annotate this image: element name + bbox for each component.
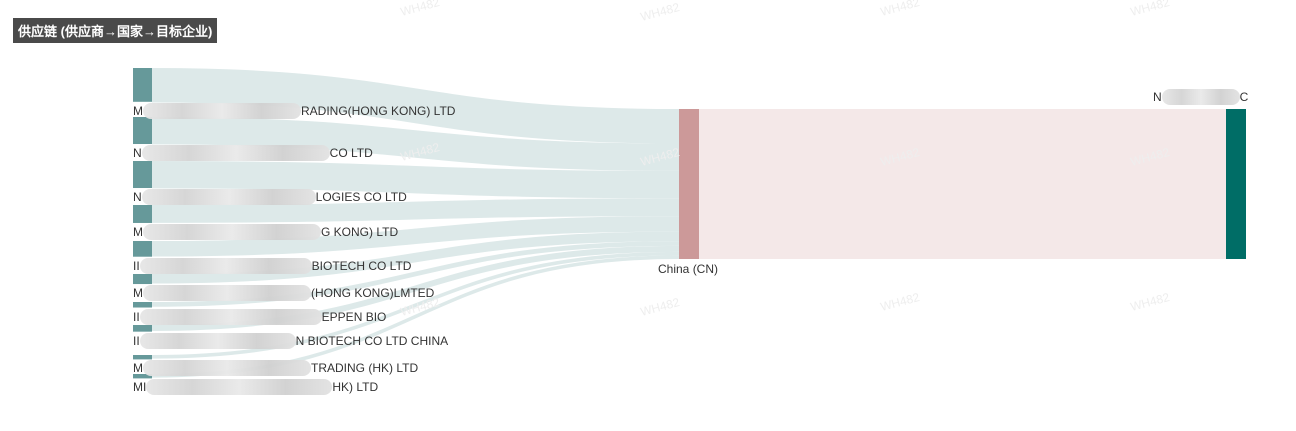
supplier-label-suffix: BIOTECH CO LTD <box>311 258 412 273</box>
supplier-label-prefix: II <box>133 258 140 273</box>
redacted-blur <box>143 223 321 240</box>
sankey-link <box>151 198 680 223</box>
supplier-node <box>133 205 152 223</box>
sankey-link <box>151 231 680 284</box>
supplier-label: II N BIOTECH CO LTD CHINA <box>133 332 449 349</box>
redacted-blur <box>143 360 311 377</box>
supplier-label-prefix: MI <box>133 380 147 395</box>
redacted-blur <box>1161 89 1240 105</box>
redacted-blur <box>141 145 330 161</box>
country-node <box>679 109 699 259</box>
target-label-prefix: N <box>1153 90 1162 104</box>
supplier-label-suffix: LOGIES CO LTD <box>315 190 407 204</box>
supplier-label-suffix: EPPEN BIO <box>321 309 387 324</box>
sankey-link <box>151 241 680 307</box>
supplier-node <box>133 274 152 285</box>
supplier-label-prefix: M <box>133 361 143 376</box>
supplier-label-prefix: II <box>133 333 140 348</box>
redacted-blur <box>143 285 311 302</box>
supplier-node <box>133 68 152 102</box>
sankey-link <box>151 116 680 171</box>
redacted-blur <box>143 102 301 119</box>
supplier-label-prefix: II <box>133 309 140 324</box>
sankey-link <box>699 109 1226 259</box>
target-node <box>1226 109 1246 259</box>
supplier-label-suffix: HK) LTD <box>332 380 379 395</box>
target-label-suffix: C <box>1239 90 1249 104</box>
sankey-link <box>151 216 680 257</box>
redacted-blur <box>139 308 322 325</box>
supplier-label-prefix: N <box>133 146 142 160</box>
supplier-node <box>133 325 152 332</box>
sankey-link <box>151 160 680 199</box>
supplier-node <box>133 117 152 145</box>
supplier-node <box>133 355 152 360</box>
supplier-label-prefix: M <box>133 286 143 301</box>
chart-title: 供应链 (供应商→国家→目标企业) <box>13 18 218 43</box>
supplier-label: N LOGIES CO LTD <box>133 189 407 205</box>
supplier-label-prefix: M <box>133 103 143 118</box>
supplier-label-suffix: RADING(HONG KONG) LTD <box>301 103 456 118</box>
sankey-link <box>151 68 680 144</box>
supplier-label: M TRADING (HK) LTD <box>133 360 419 377</box>
supplier-node <box>133 374 152 379</box>
country-label: China (CN) <box>658 262 719 276</box>
supplier-label: N CO LTD <box>133 145 373 161</box>
supplier-label: MI HK) LTD <box>133 379 379 396</box>
redacted-blur <box>141 189 316 205</box>
supplier-label-prefix: N <box>133 190 142 204</box>
supplier-node <box>133 161 152 189</box>
redacted-blur <box>139 332 296 349</box>
redacted-blur <box>146 379 333 396</box>
supplier-node <box>133 241 152 257</box>
sankey-link <box>151 251 680 359</box>
supplier-label: M RADING(HONG KONG) LTD <box>133 102 456 119</box>
supplier-label-suffix: G KONG) LTD <box>321 224 399 239</box>
supplier-node <box>133 302 152 308</box>
supplier-label: II EPPEN BIO <box>133 308 387 325</box>
supplier-label-suffix: CO LTD <box>329 146 373 160</box>
supplier-label: II BIOTECH CO LTD <box>133 257 412 274</box>
supplier-label: M G KONG) LTD <box>133 223 399 240</box>
supplier-label-prefix: M <box>133 224 143 239</box>
redacted-blur <box>139 257 312 274</box>
supplier-label-suffix: (HONG KONG)LMTED <box>311 286 435 301</box>
supplier-label-suffix: N BIOTECH CO LTD CHINA <box>295 333 449 348</box>
supplier-label-suffix: TRADING (HK) LTD <box>311 361 419 376</box>
supplier-label: M (HONG KONG)LMTED <box>133 285 435 302</box>
